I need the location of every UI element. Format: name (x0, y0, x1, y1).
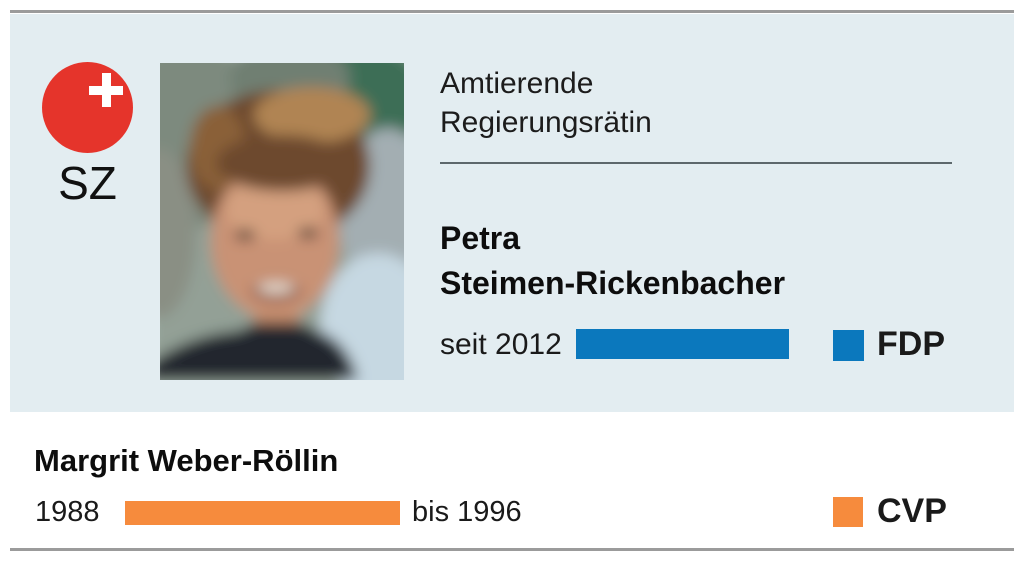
office-status-line1: Amtierende (440, 67, 594, 100)
predecessor-end-label: bis 1996 (412, 496, 522, 528)
top-divider (10, 10, 1014, 13)
tenure-bar-cvp (125, 501, 400, 525)
officeholder-photo (160, 63, 404, 380)
officeholder-name: Petra Steimen-Rickenbacher (440, 216, 785, 306)
office-status-line2: Regierungsrätin (440, 106, 652, 139)
officeholder-card: SZ (10, 14, 1014, 412)
party-label-cvp: CVP (877, 492, 947, 530)
officeholder-name-line2: Steimen-Rickenbacher (440, 265, 786, 301)
party-label-fdp: FDP (877, 325, 945, 363)
swiss-cross-icon (102, 73, 111, 107)
canton-abbr: SZ (58, 157, 117, 209)
bottom-divider (10, 548, 1014, 551)
canton-badge (42, 62, 133, 153)
party-swatch-cvp (833, 497, 863, 527)
tenure-bar-fdp (576, 329, 789, 359)
office-status: Amtierende Regierungsrätin (440, 64, 652, 142)
status-rule (440, 162, 952, 164)
predecessor-name: Margrit Weber-Röllin (34, 443, 339, 478)
portrait-placeholder (160, 63, 404, 380)
predecessor-start-year: 1988 (35, 496, 100, 528)
officeholder-name-line1: Petra (440, 220, 521, 256)
party-swatch-fdp (833, 330, 864, 361)
tenure-label: seit 2012 (440, 328, 562, 361)
